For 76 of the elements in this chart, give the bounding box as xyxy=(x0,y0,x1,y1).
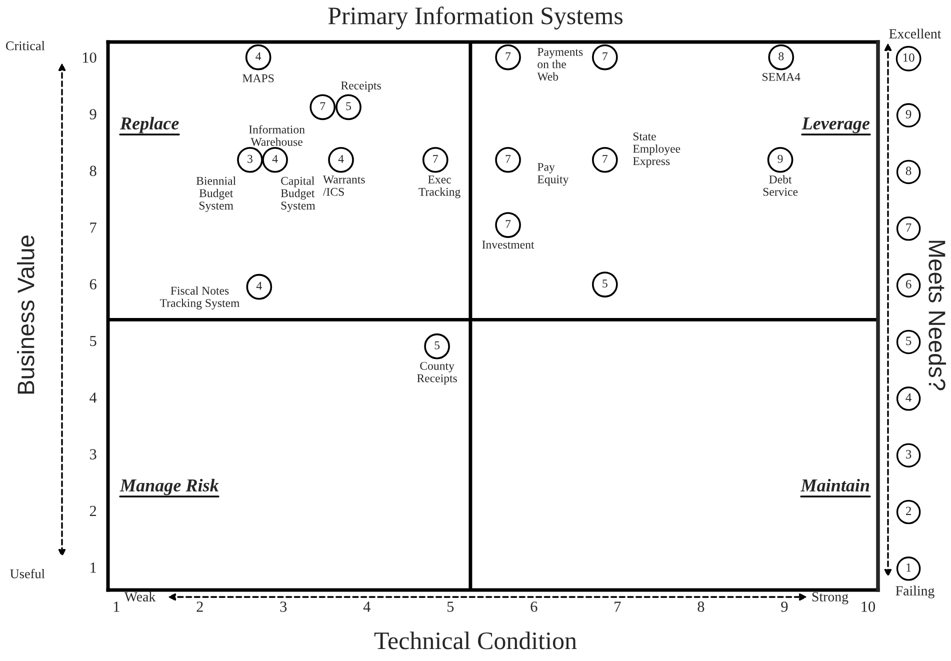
annotation: 5 xyxy=(434,341,440,350)
y2-tick-label: 10 xyxy=(903,53,914,62)
annotation: 5 xyxy=(346,102,352,110)
y-tick-label: 4 xyxy=(90,392,97,403)
annotation: Debt Service xyxy=(763,175,798,196)
y2-tick-label: 3 xyxy=(906,450,912,458)
annotation: 4 xyxy=(256,52,262,60)
y2-tick-label: 5 xyxy=(906,336,912,346)
annotation: Biennial Budget System xyxy=(196,176,236,212)
annotation: SEMA4 xyxy=(762,72,800,81)
annotation: 4 xyxy=(272,154,278,163)
x-axis-title: Technical Condition xyxy=(374,632,577,650)
annotation: Warrants /ICS xyxy=(322,176,365,196)
y-tick-label: 5 xyxy=(90,336,96,346)
x-tick-label: 9 xyxy=(781,602,788,612)
text: Critical xyxy=(6,41,45,50)
text: Excellent xyxy=(889,28,942,38)
y-tick-label: 3 xyxy=(90,449,96,460)
y2-tick-label: 7 xyxy=(906,223,912,232)
y2-tick-label: 6 xyxy=(906,280,912,288)
y-axis-title: Business Value xyxy=(16,236,34,394)
annotation: 7 xyxy=(506,52,511,60)
text: Useful xyxy=(10,568,45,578)
text: Weak xyxy=(124,592,156,602)
x-tick-label: 6 xyxy=(530,602,538,612)
annotation: 7 xyxy=(602,52,608,60)
y-tick-label: 7 xyxy=(90,222,96,233)
text: Strong xyxy=(812,592,848,604)
chart-title: Primary Information Systems xyxy=(328,6,622,30)
annotation: Payments on the Web xyxy=(537,48,583,81)
y-tick-label: 1 xyxy=(90,562,96,573)
annotation: Exec Tracking xyxy=(418,176,460,198)
annotation: State Employee Express xyxy=(633,132,680,168)
x-tick-label: 5 xyxy=(447,602,454,612)
annotation: Maintain xyxy=(800,478,870,492)
annotation: 4 xyxy=(338,154,344,163)
y2-tick-label: 1 xyxy=(906,563,911,572)
x-tick-label: 1 xyxy=(114,602,120,612)
annotation: County Receipts xyxy=(417,362,457,385)
annotation: Capital Budget System xyxy=(280,176,316,212)
text: Failing xyxy=(896,586,934,598)
annotation: Pay Equity xyxy=(538,163,569,186)
annotation: 7 xyxy=(433,154,438,163)
annotation: Information Warehouse xyxy=(249,125,305,146)
annotation: 3 xyxy=(248,154,252,163)
annotation: 7 xyxy=(320,102,326,110)
y2-tick-label: 4 xyxy=(906,393,912,402)
annotation: 7 xyxy=(602,154,608,163)
y2-tick-label: 8 xyxy=(906,166,912,176)
annotation: 5 xyxy=(602,280,608,288)
annotation: MAPS xyxy=(242,74,274,82)
annotation: Manage Risk xyxy=(120,478,219,496)
y-tick-label: 2 xyxy=(90,506,96,516)
annotation: Receipts xyxy=(341,82,381,92)
annotation: Investment xyxy=(482,240,534,249)
annotation: 8 xyxy=(778,52,784,60)
annotation: 7 xyxy=(506,220,511,228)
x-tick-label: 10 xyxy=(862,602,876,612)
x-tick-label: 7 xyxy=(614,602,621,612)
y-tick-label: 10 xyxy=(82,52,96,63)
x-tick-label: 2 xyxy=(196,602,203,612)
annotation: 9 xyxy=(778,154,783,163)
annotation: 7 xyxy=(506,154,511,163)
y-tick-label: 6 xyxy=(90,279,96,290)
annotation: 4 xyxy=(256,282,262,290)
x-tick-label: 3 xyxy=(280,602,287,612)
annotation: Fiscal Notes Tracking System xyxy=(160,286,240,310)
y2-tick-label: 2 xyxy=(906,506,911,515)
y-tick-label: 9 xyxy=(90,109,96,120)
y-tick-label: 8 xyxy=(90,166,96,176)
annotation: Leverage xyxy=(802,118,870,134)
y2-axis-title: Meets Needs? xyxy=(928,240,946,390)
x-tick-label: 4 xyxy=(363,602,370,612)
annotation: Replace xyxy=(120,116,179,134)
y2-tick-label: 9 xyxy=(906,110,912,118)
x-tick-label: 8 xyxy=(698,602,704,612)
